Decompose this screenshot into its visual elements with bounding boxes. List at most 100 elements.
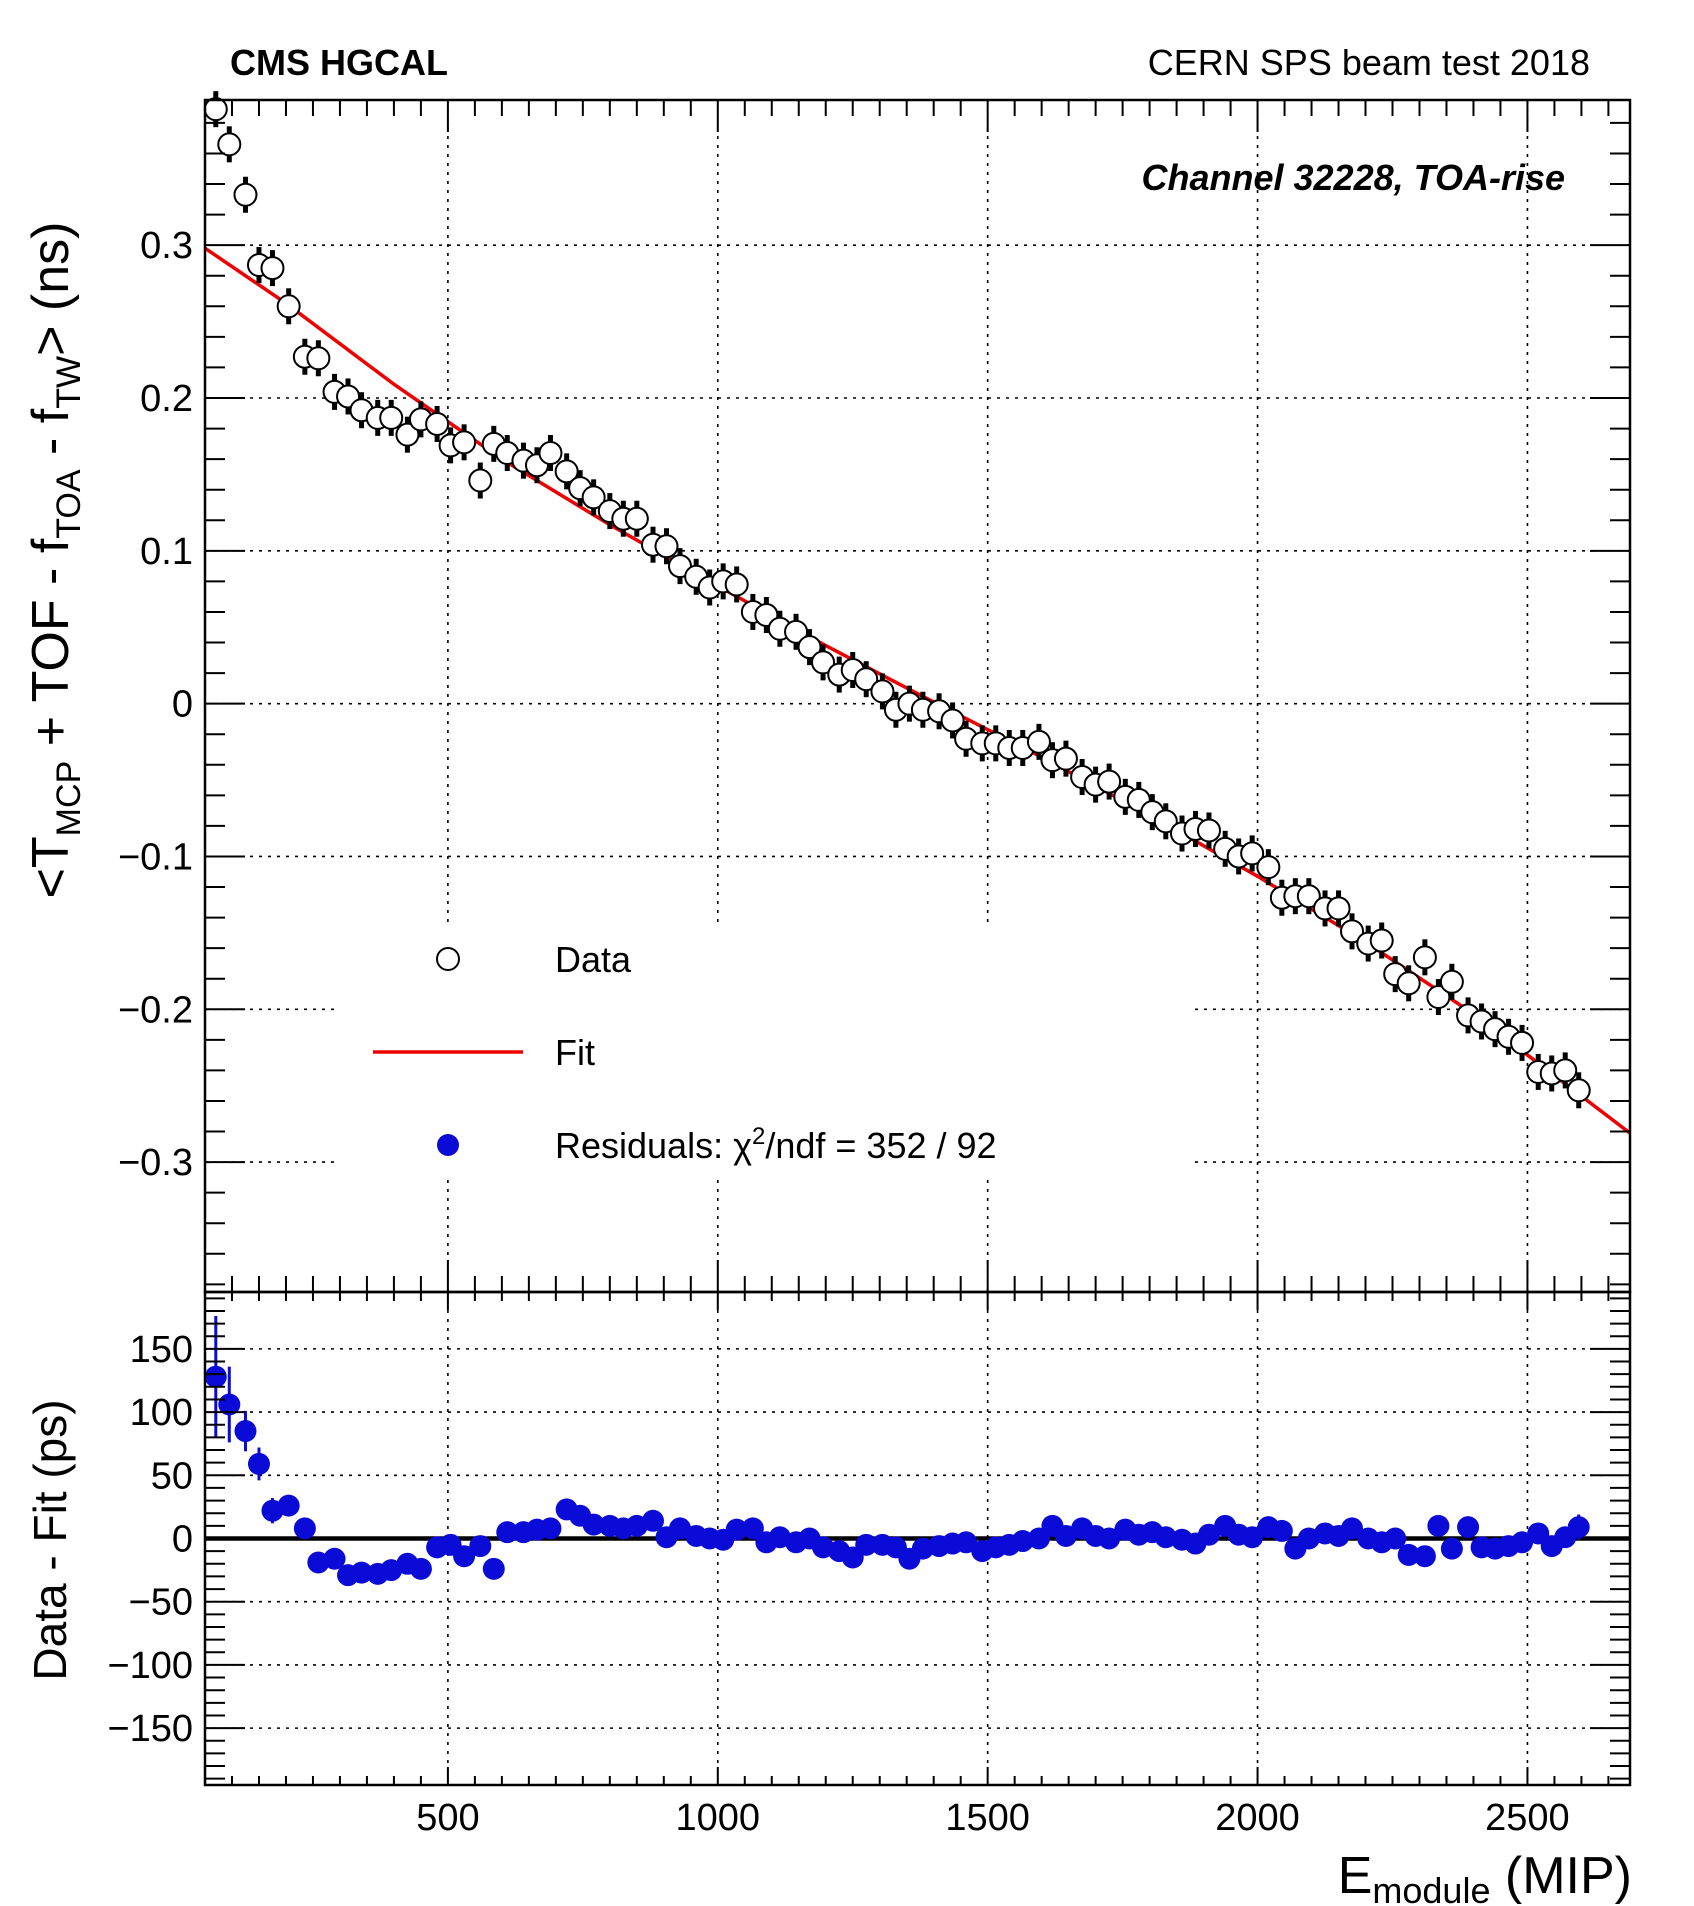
data-point-marker xyxy=(1326,896,1351,921)
main-y-tick-label: 0.1 xyxy=(140,531,193,573)
residual-grid xyxy=(205,1292,1630,1785)
residual-marker xyxy=(469,1535,492,1558)
residual-point xyxy=(496,1521,519,1544)
data-point-marker xyxy=(1097,769,1122,794)
residual-y-tick-label: 0 xyxy=(172,1519,193,1561)
data-point xyxy=(940,702,965,739)
residual-marker xyxy=(1241,1526,1264,1549)
data-point xyxy=(1026,723,1051,760)
data-point-marker xyxy=(1026,729,1051,754)
residual-marker xyxy=(350,1561,373,1584)
data-point xyxy=(1196,812,1221,849)
test-name-label: CERN SPS beam test 2018 xyxy=(1148,42,1590,83)
residual-marker xyxy=(293,1517,316,1540)
data-point xyxy=(395,416,420,453)
data-point-marker xyxy=(1240,841,1265,866)
data-point-marker xyxy=(425,411,450,436)
residual-point xyxy=(955,1531,978,1554)
data-point-marker xyxy=(870,679,895,704)
residual-y-tick-label: 150 xyxy=(130,1329,193,1371)
tick-labels: −0.3 −0.2 −0.1 0 0.1 0.2 0.3 −150 −100 −50 0 50 100 1… xyxy=(107,225,1569,1839)
data-point-marker xyxy=(811,650,836,675)
residual-point xyxy=(204,1316,227,1438)
data-point-marker xyxy=(854,667,879,692)
data-point xyxy=(1510,1024,1535,1061)
residual-point xyxy=(482,1557,505,1580)
data-point xyxy=(724,566,749,603)
residual-marker xyxy=(409,1557,432,1580)
residual-marker xyxy=(1341,1517,1364,1540)
residual-point xyxy=(1567,1514,1590,1540)
residual-point xyxy=(323,1547,346,1570)
xlabel-unit: (MIP) xyxy=(1490,1847,1632,1905)
residual-point xyxy=(1457,1516,1480,1539)
residual-point xyxy=(277,1494,300,1517)
legend-residual-marker xyxy=(437,1134,459,1156)
residual-marker xyxy=(741,1517,764,1540)
residual-marker xyxy=(582,1513,605,1536)
data-point xyxy=(306,340,331,377)
main-y-tick-label: 0 xyxy=(172,684,193,726)
residual-point xyxy=(234,1410,257,1452)
data-point xyxy=(217,126,242,163)
data-point xyxy=(1097,763,1122,800)
residual-point xyxy=(350,1561,373,1584)
data-point xyxy=(379,399,404,436)
residual-marker xyxy=(204,1365,227,1388)
residual-y-axis-title: Data - Fit (ps) xyxy=(24,1399,76,1680)
main-y-tick-label: −0.1 xyxy=(118,836,193,878)
residual-marker xyxy=(855,1533,878,1556)
legend: Data Fit Residuals: χ2/ndf = 352 / 92 xyxy=(373,939,997,1166)
data-point-marker xyxy=(1369,928,1394,953)
data-point xyxy=(581,479,606,516)
data-layer xyxy=(203,91,1591,1109)
data-point-marker xyxy=(724,572,749,597)
data-point xyxy=(797,629,822,666)
x-tick-label: 2500 xyxy=(1485,1797,1570,1839)
legend-data-marker xyxy=(436,947,460,971)
data-point-marker xyxy=(468,468,493,493)
data-point-marker xyxy=(1153,809,1178,834)
ylabel-mid2: - f xyxy=(22,408,80,469)
residual-marker xyxy=(1197,1523,1220,1546)
ticks xyxy=(205,100,1630,1785)
data-point-marker xyxy=(1566,1078,1591,1103)
data-point xyxy=(1240,835,1265,872)
data-point-marker xyxy=(581,485,606,510)
data-point-marker xyxy=(203,97,228,122)
data-point-marker xyxy=(306,346,331,371)
data-point-marker xyxy=(538,441,563,466)
data-point-marker xyxy=(1340,919,1365,944)
residual-y-tick-label: −100 xyxy=(107,1645,193,1687)
data-point-marker xyxy=(624,506,649,531)
data-point xyxy=(811,644,836,681)
data-point xyxy=(910,691,935,728)
residual-marker xyxy=(496,1521,519,1544)
residual-marker xyxy=(1413,1545,1436,1568)
residual-point xyxy=(1241,1526,1264,1549)
residual-point xyxy=(855,1533,878,1556)
residual-marker xyxy=(955,1531,978,1554)
residual-point xyxy=(1154,1526,1177,1549)
residual-marker xyxy=(1440,1537,1463,1560)
residual-marker xyxy=(1384,1527,1407,1550)
legend-residual-label: Residuals: χ2/ndf = 352 / 92 xyxy=(555,1123,997,1166)
residual-marker xyxy=(911,1537,934,1560)
residual-marker xyxy=(642,1509,665,1532)
data-point-marker xyxy=(1196,818,1221,843)
residual-marker xyxy=(323,1547,346,1570)
legend-fit-label: Fit xyxy=(555,1032,595,1073)
data-point xyxy=(1396,965,1421,1002)
residual-point xyxy=(1341,1517,1364,1540)
data-point xyxy=(1566,1072,1591,1109)
data-point-marker xyxy=(233,182,258,207)
data-point xyxy=(854,661,879,698)
residual-marker xyxy=(1011,1530,1034,1553)
residual-point xyxy=(469,1535,492,1558)
data-point-marker xyxy=(1510,1030,1535,1055)
residual-marker xyxy=(539,1517,562,1540)
residual-y-tick-label: −150 xyxy=(107,1708,193,1750)
residual-point xyxy=(1197,1523,1220,1546)
